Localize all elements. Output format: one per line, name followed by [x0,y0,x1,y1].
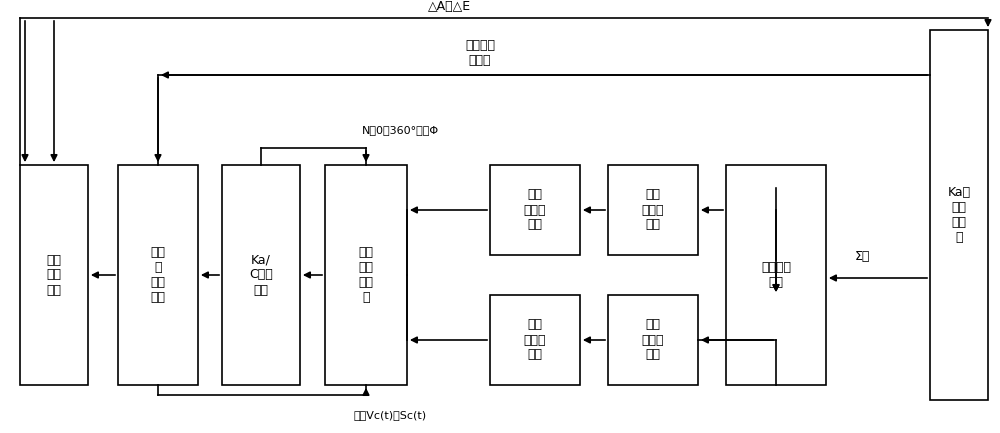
Bar [930,30,988,400]
Bar [118,165,198,385]
Bar [608,295,698,385]
Text: 伺服
控制
模块: 伺服 控制 模块 [46,253,62,297]
Text: 跟踪角度
传感器: 跟踪角度 传感器 [465,39,495,67]
Bar [726,165,826,385]
Text: N位0～360°移相Φ: N位0～360°移相Φ [361,125,439,135]
Bar [222,165,300,385]
Text: △A和△E: △A和△E [428,0,472,13]
Text: 定向耦合
模块: 定向耦合 模块 [761,261,791,289]
Bar [490,295,580,385]
Text: Ka/
C变频
模块: Ka/ C变频 模块 [249,253,273,297]
Text: 第二
低噪放
模块: 第二 低噪放 模块 [524,319,546,362]
Text: Ka中
继天
线模
块: Ka中 继天 线模 块 [947,186,971,244]
Bar [608,165,698,255]
Bar [490,165,580,255]
Text: 捕获
与
跟踪
模块: 捕获 与 跟踪 模块 [150,246,166,304]
Text: 控制Vc(t)和Sc(t): 控制Vc(t)和Sc(t) [353,410,427,420]
Text: 第一
滤波器
模块: 第一 滤波器 模块 [642,188,664,232]
Text: 单通
道调
制模
块: 单通 道调 制模 块 [358,246,374,304]
Bar [20,165,88,385]
Text: Σ路: Σ路 [854,250,870,263]
Text: 第二
滤波器
模块: 第二 滤波器 模块 [642,319,664,362]
Text: 第一
低噪放
模块: 第一 低噪放 模块 [524,188,546,232]
Bar [325,165,407,385]
